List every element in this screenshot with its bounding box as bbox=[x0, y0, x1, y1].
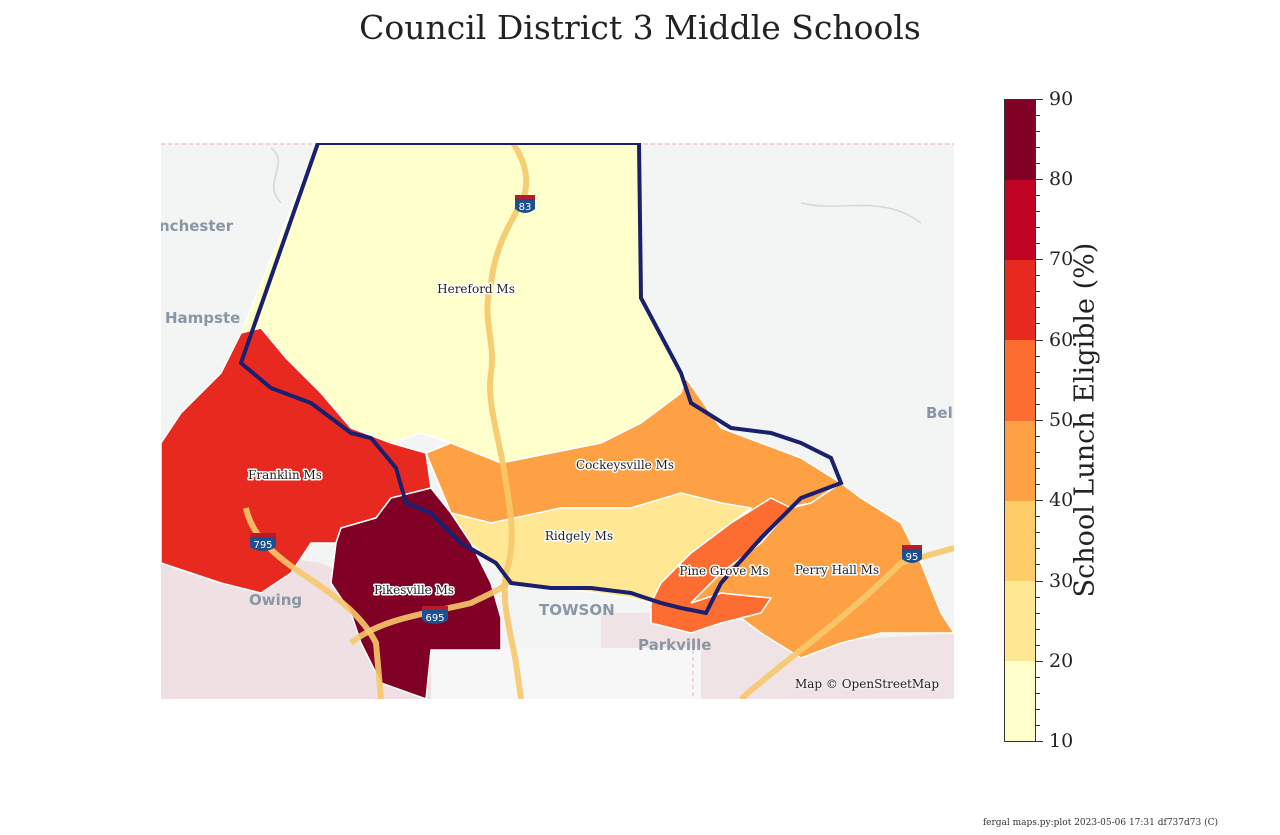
colorbar-bin-10-20 bbox=[1005, 660, 1035, 741]
district-perry-hall bbox=[690, 482, 954, 659]
place-label-owings: Owing bbox=[249, 591, 302, 609]
colorbar-bin-40-50 bbox=[1005, 420, 1035, 501]
interstate-95-shield-icon: 95 bbox=[902, 545, 922, 563]
svg-text:695: 695 bbox=[425, 613, 444, 624]
map-canvas: nchester Hampste D Owing TOWSON Parkvill… bbox=[161, 143, 954, 699]
place-label-manchester: nchester bbox=[161, 217, 234, 235]
interstate-83-shield-icon: 83 bbox=[515, 195, 535, 213]
colorbar-tick-70: 70 bbox=[1049, 248, 1074, 270]
svg-text:83: 83 bbox=[519, 202, 532, 213]
place-label-towson: TOWSON bbox=[539, 601, 615, 619]
colorbar-bin-50-60 bbox=[1005, 340, 1035, 421]
colorbar-label: School Lunch Eligible (%) bbox=[1069, 242, 1101, 598]
colorbar-tick-10: 10 bbox=[1049, 730, 1074, 752]
interstate-795-shield-icon: 795 bbox=[250, 533, 276, 551]
school-label-franklin: Franklin Ms bbox=[248, 468, 322, 482]
colorbar-tick-40: 40 bbox=[1049, 489, 1074, 511]
colorbar-tick-20: 20 bbox=[1049, 650, 1074, 672]
colorbar-tick-80: 80 bbox=[1049, 168, 1074, 190]
school-label-pikesville: Pikesville Ms bbox=[374, 583, 454, 597]
colorbar-bin-70-80 bbox=[1005, 180, 1035, 261]
colorbar-bin-30-40 bbox=[1005, 500, 1035, 581]
council-district-boundary bbox=[238, 143, 844, 616]
school-label-cockeysville: Cockeysville Ms bbox=[576, 458, 674, 472]
place-label-parkville: Parkville bbox=[638, 636, 711, 654]
colorbar-bin-80-90 bbox=[1005, 100, 1035, 181]
school-label-perry-hall: Perry Hall Ms bbox=[795, 563, 879, 577]
school-label-ridgely: Ridgely Ms bbox=[545, 529, 613, 543]
choropleth-map: nchester Hampste D Owing TOWSON Parkvill… bbox=[161, 143, 954, 699]
svg-text:95: 95 bbox=[906, 552, 919, 563]
colorbar-tick-30: 30 bbox=[1049, 570, 1074, 592]
map-attribution: Map © OpenStreetMap bbox=[794, 677, 939, 691]
colorbar-tick-90: 90 bbox=[1049, 88, 1074, 110]
colorbar-tick-60: 60 bbox=[1049, 329, 1074, 351]
colorbar-ticks: 90 80 70 60 50 40 30 20 10 bbox=[1036, 88, 1096, 752]
school-label-hereford: Hereford Ms bbox=[437, 282, 515, 296]
plot-footer: fergal maps.py:plot 2023-05-06 17:31 df7… bbox=[982, 818, 1218, 828]
interstate-695-shield-icon: 695 bbox=[422, 606, 448, 624]
colorbar bbox=[1004, 99, 1036, 742]
colorbar-bin-20-30 bbox=[1005, 580, 1035, 661]
place-label-hampstead: Hampste bbox=[165, 309, 240, 327]
school-label-pine-grove: Pine Grove Ms bbox=[679, 564, 768, 578]
colorbar-bin-60-70 bbox=[1005, 260, 1035, 341]
svg-text:795: 795 bbox=[253, 540, 272, 551]
map-title: Council District 3 Middle Schools bbox=[359, 8, 921, 47]
place-label-bel-air: Bel bbox=[926, 404, 953, 422]
colorbar-tick-50: 50 bbox=[1049, 409, 1074, 431]
